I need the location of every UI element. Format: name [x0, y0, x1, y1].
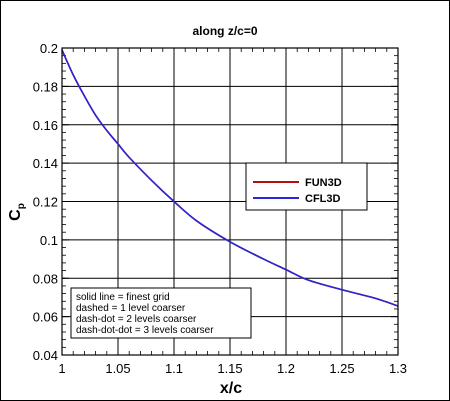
plot-area-border — [61, 47, 399, 356]
x-tick-label: 1.25 — [329, 361, 354, 376]
y-tick-label: 0.04 — [33, 348, 58, 363]
legend-label-cfl3d: CFL3D — [305, 193, 341, 205]
x-tick-label: 1.05 — [105, 361, 130, 376]
note-box — [70, 287, 252, 339]
y-tick-label: 0.06 — [33, 310, 58, 325]
x-tick-label: 1.15 — [217, 361, 242, 376]
x-tick-label: 1.2 — [277, 361, 295, 376]
legend-label-fun3d: FUN3D — [305, 177, 342, 189]
note-line-4: dash-dot-dot = 3 levels coarser — [76, 325, 214, 336]
note-line-1: solid line = finest grid — [76, 292, 170, 303]
y-axis-label-sub: p — [16, 203, 27, 209]
x-tick-label: 1.1 — [165, 361, 183, 376]
tick-labels: 1 1.05 1.1 1.15 1.2 1.25 1.3 0.04 0.06 0.08 0.1 0.1… — [33, 41, 407, 376]
chart-title: along z/c=0 — [192, 24, 257, 38]
y-tick-label: 0.08 — [33, 271, 58, 286]
y-tick-label: 0.14 — [33, 156, 58, 171]
legend-box — [245, 162, 368, 211]
y-axis-label: Cp — [7, 203, 27, 221]
x-tick-label: 1 — [58, 361, 65, 376]
y-tick-label: 0.12 — [33, 195, 58, 210]
x-tick-label: 1.3 — [389, 361, 407, 376]
legend: FUN3D CFL3D — [245, 162, 368, 211]
x-axis-label: x/c — [220, 380, 242, 397]
note-line-3: dash-dot = 2 levels coarser — [76, 314, 197, 325]
y-tick-label: 0.1 — [40, 233, 58, 248]
y-tick-label: 0.16 — [33, 118, 58, 133]
svg-text:Cp: Cp — [7, 203, 27, 221]
note-line-2: dashed = 1 level coarser — [76, 303, 186, 314]
series-lines — [61, 49, 399, 307]
y-axis-label-main: C — [7, 209, 24, 221]
line-style-note: solid line = finest grid dashed = 1 leve… — [70, 287, 252, 339]
y-tick-label: 0.18 — [33, 79, 58, 94]
y-tick-label: 0.2 — [40, 41, 58, 56]
series-line-cfl3d — [61, 49, 399, 307]
ticks — [61, 47, 399, 356]
